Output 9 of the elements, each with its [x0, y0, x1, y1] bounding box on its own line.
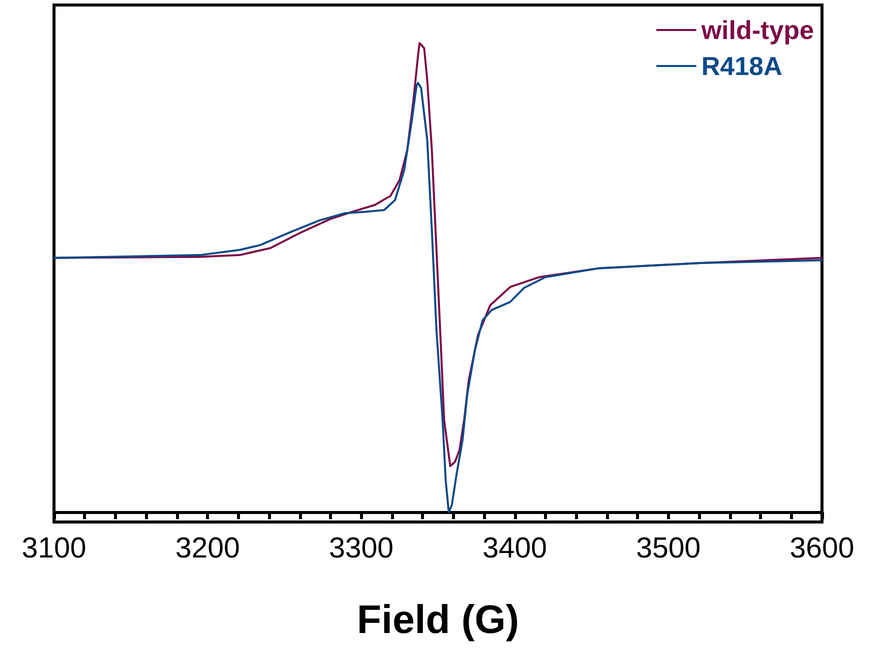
x-tick-label: 3300 [328, 532, 394, 564]
x-tick-label: 3500 [636, 532, 701, 564]
x-tick-label: 3600 [790, 532, 854, 564]
x-axis-title: Field (G) [356, 598, 520, 642]
legend-label: R418A [701, 51, 782, 81]
x-tick-label: 3100 [22, 532, 86, 564]
legend-label: wild-type [700, 15, 814, 45]
x-tick-label: 3200 [175, 532, 240, 564]
x-tick-label: 3400 [482, 532, 548, 564]
